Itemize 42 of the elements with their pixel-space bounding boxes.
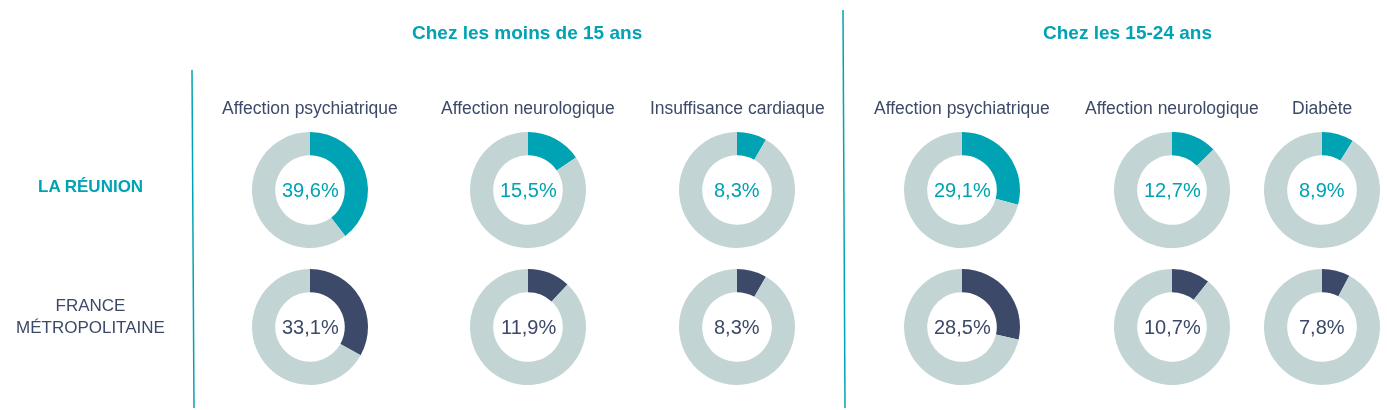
donut-slice bbox=[528, 132, 576, 171]
text: 8,3% bbox=[714, 316, 760, 338]
chart-title: Affection psychiatrique bbox=[222, 98, 398, 118]
donut-slice bbox=[1264, 269, 1380, 385]
donut-slice bbox=[737, 132, 766, 160]
donut-slice bbox=[1172, 132, 1214, 166]
text: Chez les 15-24 ans bbox=[1043, 22, 1212, 43]
chart-title: Affection neurologique bbox=[441, 98, 615, 118]
text: 7,8% bbox=[1299, 316, 1345, 338]
chart-title: Diabète bbox=[1292, 98, 1353, 118]
donut-slice bbox=[904, 132, 1019, 248]
donut-slice bbox=[470, 269, 586, 385]
donut-slice bbox=[470, 132, 586, 248]
donut-slice bbox=[528, 269, 568, 302]
text: 10,7% bbox=[1144, 316, 1201, 338]
donut-slice bbox=[679, 132, 795, 248]
chart-title: Affection neurologique bbox=[1085, 98, 1259, 118]
donut-slice bbox=[1114, 132, 1230, 248]
text: Chez les moins de 15 ans bbox=[412, 22, 643, 43]
text: 8,9% bbox=[1299, 179, 1345, 201]
text: 8,3% bbox=[714, 179, 760, 201]
text: 11,9% bbox=[501, 316, 557, 338]
text: 39,6% bbox=[282, 179, 339, 201]
donut-slice bbox=[252, 132, 346, 248]
text: 28,5% bbox=[934, 316, 991, 338]
text: 33,1% bbox=[282, 316, 339, 338]
chart-title: Affection psychiatrique bbox=[874, 98, 1050, 118]
text: 12,7% bbox=[1144, 179, 1201, 201]
donut-slice bbox=[679, 269, 795, 385]
donut-slice bbox=[737, 269, 766, 297]
donut-slice bbox=[904, 269, 1019, 385]
chart-title: Insuffisance cardiaque bbox=[650, 98, 825, 118]
donut-slice bbox=[1322, 132, 1353, 161]
text: 29,1% bbox=[934, 179, 991, 201]
donut-slice bbox=[1172, 269, 1209, 300]
text: 15,5% bbox=[500, 179, 557, 201]
donut-slice bbox=[252, 269, 361, 385]
donut-slice bbox=[1322, 269, 1350, 297]
text: LA RÉUNION bbox=[38, 177, 144, 196]
donut-slice bbox=[1114, 269, 1230, 385]
text: FRANCE MÉTROPOLITAINE bbox=[16, 296, 165, 338]
donut-slice bbox=[1264, 132, 1380, 248]
